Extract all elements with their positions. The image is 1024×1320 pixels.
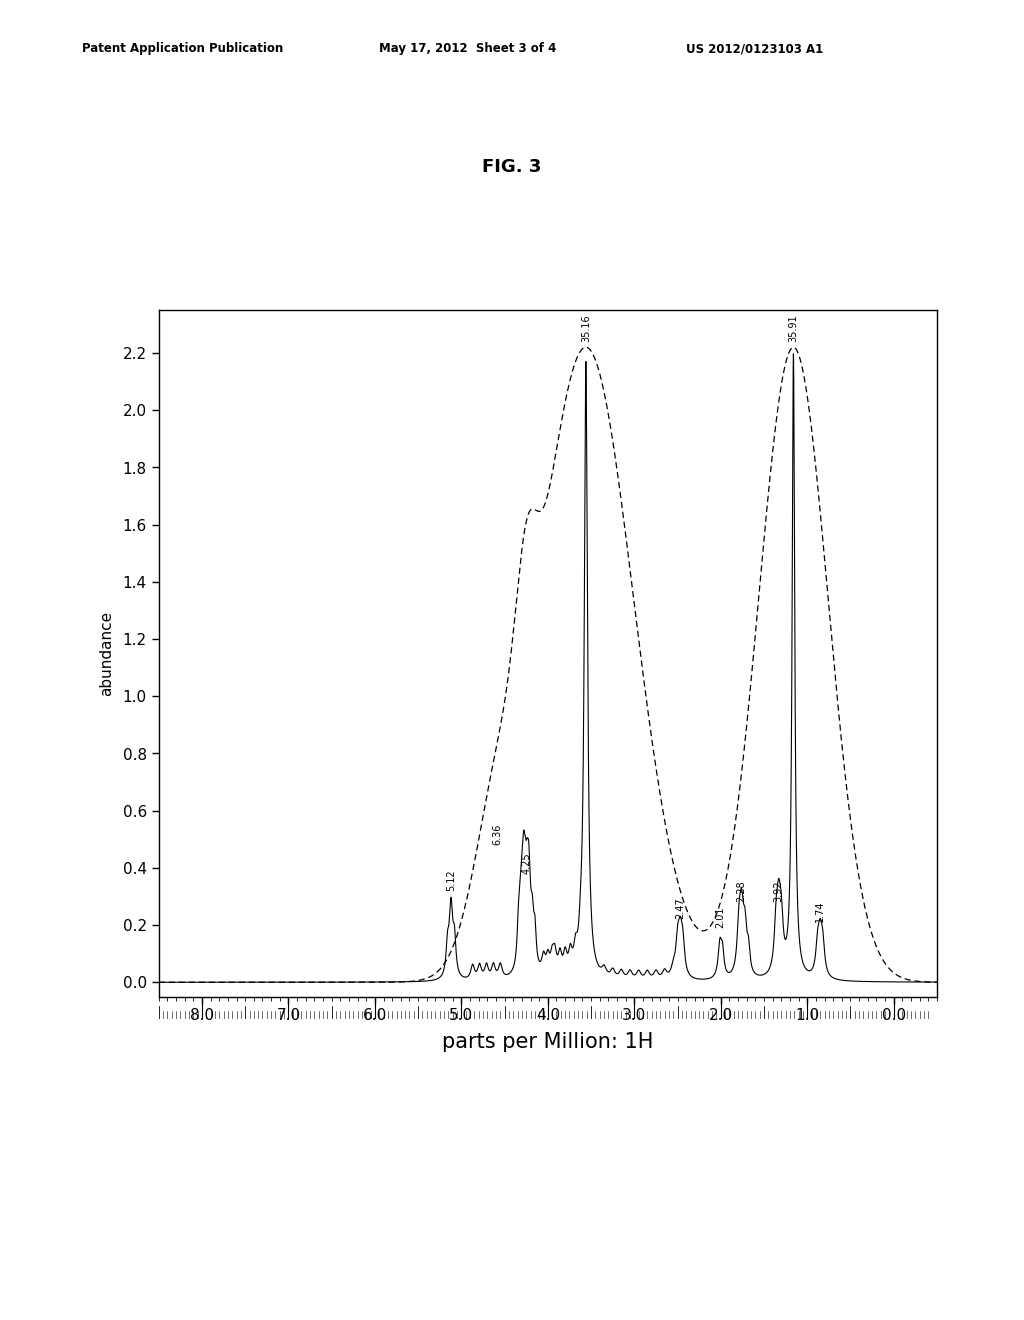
Text: 2.28: 2.28 — [736, 880, 746, 903]
Text: 1.74: 1.74 — [815, 900, 825, 923]
X-axis label: parts per Million: 1H: parts per Million: 1H — [442, 1032, 653, 1052]
Text: 35.16: 35.16 — [581, 314, 591, 342]
Text: 35.91: 35.91 — [788, 314, 799, 342]
Text: 2.47: 2.47 — [675, 898, 685, 919]
Text: 4.25: 4.25 — [521, 851, 531, 874]
Text: Patent Application Publication: Patent Application Publication — [82, 42, 284, 55]
Text: 2.01: 2.01 — [715, 907, 725, 928]
Text: May 17, 2012  Sheet 3 of 4: May 17, 2012 Sheet 3 of 4 — [379, 42, 556, 55]
Text: FIG. 3: FIG. 3 — [482, 158, 542, 177]
Text: 3.92: 3.92 — [774, 880, 783, 903]
Text: US 2012/0123103 A1: US 2012/0123103 A1 — [686, 42, 823, 55]
Text: 5.12: 5.12 — [446, 869, 456, 891]
Text: 6.36: 6.36 — [493, 824, 503, 845]
Y-axis label: abundance: abundance — [99, 611, 115, 696]
